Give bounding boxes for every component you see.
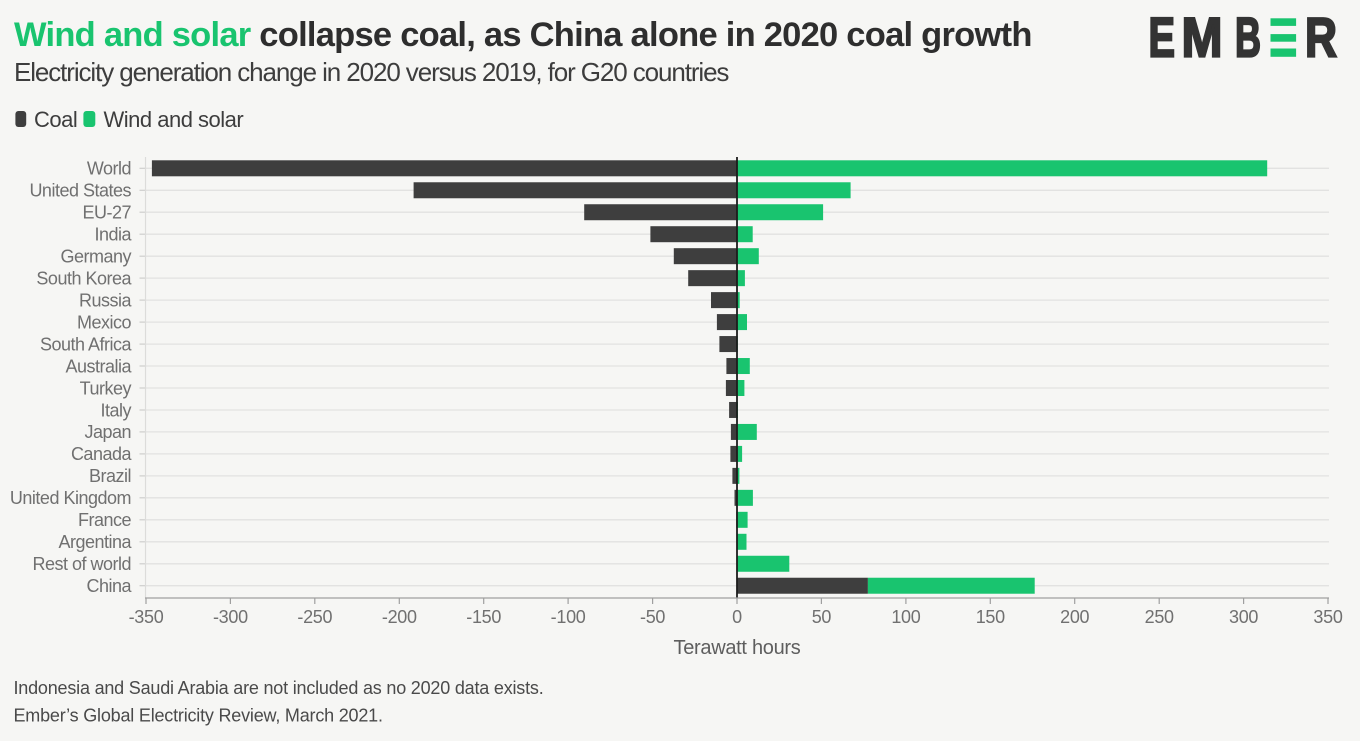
svg-text:-100: -100 [551, 607, 586, 627]
svg-text:Japan: Japan [84, 422, 131, 442]
svg-text:China: China [86, 576, 132, 596]
svg-text:India: India [94, 225, 132, 245]
svg-text:100: 100 [891, 607, 920, 627]
svg-text:Germany: Germany [60, 247, 131, 267]
svg-text:350: 350 [1313, 607, 1342, 627]
svg-text:Ember’s Global Electricity Rev: Ember’s Global Electricity Review, March… [14, 706, 383, 726]
svg-text:150: 150 [976, 607, 1005, 627]
svg-text:Argentina: Argentina [58, 532, 132, 552]
svg-text:Brazil: Brazil [89, 466, 131, 486]
svg-text:-200: -200 [382, 607, 417, 627]
svg-text:200: 200 [1060, 607, 1089, 627]
svg-text:300: 300 [1229, 607, 1258, 627]
svg-text:-250: -250 [297, 607, 332, 627]
svg-text:Canada: Canada [71, 444, 133, 464]
svg-text:B: B [1235, 6, 1261, 69]
svg-text:-50: -50 [640, 607, 665, 627]
svg-text:Australia: Australia [65, 356, 132, 376]
svg-text:World: World [87, 159, 131, 179]
svg-text:Indonesia and Saudi Arabia are: Indonesia and Saudi Arabia are not inclu… [14, 678, 544, 698]
svg-text:Russia: Russia [79, 290, 133, 310]
svg-text:Wind and solar: Wind and solar [104, 107, 244, 132]
svg-text:Electricity generation change: Electricity generation change in 2020 ve… [14, 57, 729, 87]
svg-text:-300: -300 [213, 607, 248, 627]
svg-text:-350: -350 [129, 607, 164, 627]
svg-text:EU-27: EU-27 [82, 203, 131, 223]
svg-text:United Kingdom: United Kingdom [10, 488, 131, 508]
svg-text:United States: United States [29, 181, 131, 201]
svg-text:Mexico: Mexico [77, 312, 132, 332]
svg-text:E: E [1149, 6, 1176, 69]
svg-text:Wind and solar collapse coal,: Wind and solar collapse coal, as China a… [14, 16, 1032, 54]
svg-text:50: 50 [812, 607, 832, 627]
svg-text:Italy: Italy [100, 400, 131, 420]
svg-text:M: M [1182, 6, 1223, 69]
svg-text:250: 250 [1145, 607, 1174, 627]
svg-text:Rest of world: Rest of world [32, 554, 131, 574]
svg-text:Turkey: Turkey [80, 378, 132, 398]
svg-text:-150: -150 [466, 607, 501, 627]
svg-text:France: France [78, 510, 132, 530]
svg-text:South Korea: South Korea [36, 268, 132, 288]
svg-text:Terawatt hours: Terawatt hours [674, 637, 801, 659]
svg-text:0: 0 [732, 607, 742, 627]
svg-text:South Africa: South Africa [40, 334, 133, 354]
svg-text:R: R [1305, 6, 1337, 69]
svg-text:Coal: Coal [34, 107, 77, 132]
